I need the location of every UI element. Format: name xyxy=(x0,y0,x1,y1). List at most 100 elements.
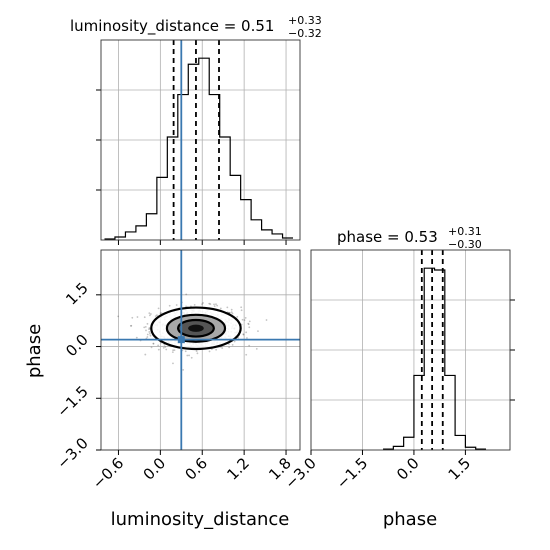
2d-scatter-point xyxy=(255,347,258,350)
title-phase-main: phase = 0.53 xyxy=(337,228,438,246)
2d-scatter-point xyxy=(143,326,146,329)
ph-frame xyxy=(310,249,511,451)
2d-scatter-point xyxy=(221,347,224,350)
2d-scatter-point xyxy=(228,343,230,346)
ph-histogram-step xyxy=(383,267,486,450)
2d-scatter-point xyxy=(247,323,250,326)
2d-scatter-point xyxy=(184,350,187,353)
ld-hist-bar xyxy=(136,226,146,240)
title-phase-sup: +0.31 xyxy=(448,225,482,238)
2d-y-tick-label: 0.0 xyxy=(62,331,92,361)
ld-hist-bar xyxy=(220,137,230,240)
ld-hist-bar xyxy=(262,230,272,240)
2d-scatter-point xyxy=(117,315,120,318)
2d-scatter-point xyxy=(248,344,251,347)
ld-hist-bar xyxy=(241,200,251,240)
ld-hist-bar xyxy=(146,214,156,240)
2d-scatter-point xyxy=(163,343,166,346)
2d-scatter-point xyxy=(148,326,151,329)
ph-x-tick-label: 1.5 xyxy=(445,454,475,484)
2d-scatter-point xyxy=(228,346,231,349)
2d-scatter-point xyxy=(149,332,151,335)
2d-scatter-point xyxy=(136,316,139,318)
2d-scatter-point xyxy=(186,354,189,357)
ld-histogram-step xyxy=(104,57,294,240)
ph-hist-bar xyxy=(445,375,455,450)
2d-scatter-point xyxy=(236,315,239,318)
2d-scatter-point xyxy=(175,304,178,306)
ph-hist-bar xyxy=(455,435,465,450)
2d-scatter-point xyxy=(244,317,247,319)
panel-phase-histogram: −3.0 −1.5 0.0 1.5 xyxy=(281,249,515,493)
2d-scatter-point xyxy=(185,305,187,308)
2d-scatter-point xyxy=(157,348,160,351)
ld-hist-bar xyxy=(188,64,198,240)
2d-scatter-point xyxy=(152,342,155,345)
2d-scatter-point xyxy=(202,302,204,304)
ld-hist-bar xyxy=(115,237,125,240)
ph-x-tick-label: −1.5 xyxy=(333,454,371,492)
2d-scatter-point xyxy=(215,303,217,306)
2d-scatter-point xyxy=(248,326,251,329)
2d-scatter-point xyxy=(188,354,190,357)
2d-scatter-point xyxy=(146,322,149,325)
ph-hist-bar xyxy=(404,437,414,450)
ld-hist-bar xyxy=(199,58,209,240)
2d-frame xyxy=(100,249,301,451)
2d-scatter-point xyxy=(240,306,243,309)
panel-2d-posterior: −0.6 0.0 0.6 1.2 1.81.50.0−1.5−3.0 xyxy=(53,249,301,493)
2d-scatter-point xyxy=(245,331,248,334)
2d-scatter-point xyxy=(150,346,153,349)
2d-scatter-point xyxy=(231,343,234,346)
2d-scatter-point xyxy=(129,324,132,327)
2d-scatter-point xyxy=(146,336,149,338)
2d-scatter-point xyxy=(148,331,151,333)
y-axis-label-phase: phase xyxy=(24,324,45,378)
2d-truth-marker xyxy=(177,336,185,344)
2d-scatter-point xyxy=(172,362,174,365)
ld-hist-bar xyxy=(157,177,167,240)
2d-scatter-point xyxy=(226,306,229,309)
2d-scatter-point xyxy=(193,303,196,306)
title-ld-sup: +0.33 xyxy=(288,14,322,27)
2d-scatter-point xyxy=(246,337,248,339)
2d-scatter-point xyxy=(242,333,245,336)
2d-y-tick-label: 1.5 xyxy=(62,279,92,309)
2d-y-tick-label: −1.5 xyxy=(53,382,91,420)
2d-scatter-point xyxy=(242,333,245,336)
2d-scatter-point xyxy=(247,322,250,325)
2d-x-tick-label: 1.2 xyxy=(223,454,253,484)
title-phase: phase = 0.53 +0.31 −0.30 xyxy=(337,225,482,251)
2d-scatter-point xyxy=(245,353,248,356)
2d-scatter-point xyxy=(265,319,268,321)
title-phase-sub: −0.30 xyxy=(448,238,482,251)
2d-scatter-point xyxy=(216,304,219,307)
2d-scatter-point xyxy=(182,368,185,371)
2d-scatter-point xyxy=(146,333,149,336)
2d-scatter-point xyxy=(150,313,152,315)
2d-scatter-point xyxy=(195,350,198,352)
2d-density-core xyxy=(188,324,204,332)
ph-hist-bar xyxy=(393,446,403,450)
2d-scatter-point xyxy=(148,328,150,330)
2d-scatter-point xyxy=(164,346,167,348)
ld-hist-bar xyxy=(125,232,135,240)
2d-scatter-point xyxy=(240,309,243,312)
2d-scatter-point xyxy=(144,325,147,328)
2d-scatter-point xyxy=(157,307,160,310)
ld-frame xyxy=(100,39,301,241)
2d-scatter-point xyxy=(215,348,218,351)
2d-scatter-point xyxy=(149,334,152,337)
2d-scatter-point xyxy=(230,308,233,311)
2d-scatter-point xyxy=(172,349,174,352)
2d-scatter-point xyxy=(144,353,147,356)
2d-scatter-point xyxy=(208,350,211,353)
ld-hist-bar xyxy=(272,234,282,240)
2d-scatter-point xyxy=(213,305,216,308)
2d-scatter-point xyxy=(159,312,162,315)
x-axis-label-phase: phase xyxy=(383,509,437,530)
2d-scatter-point xyxy=(209,303,212,305)
2d-x-tick-label: 0.0 xyxy=(140,454,170,484)
2d-scatter-point xyxy=(231,312,234,315)
